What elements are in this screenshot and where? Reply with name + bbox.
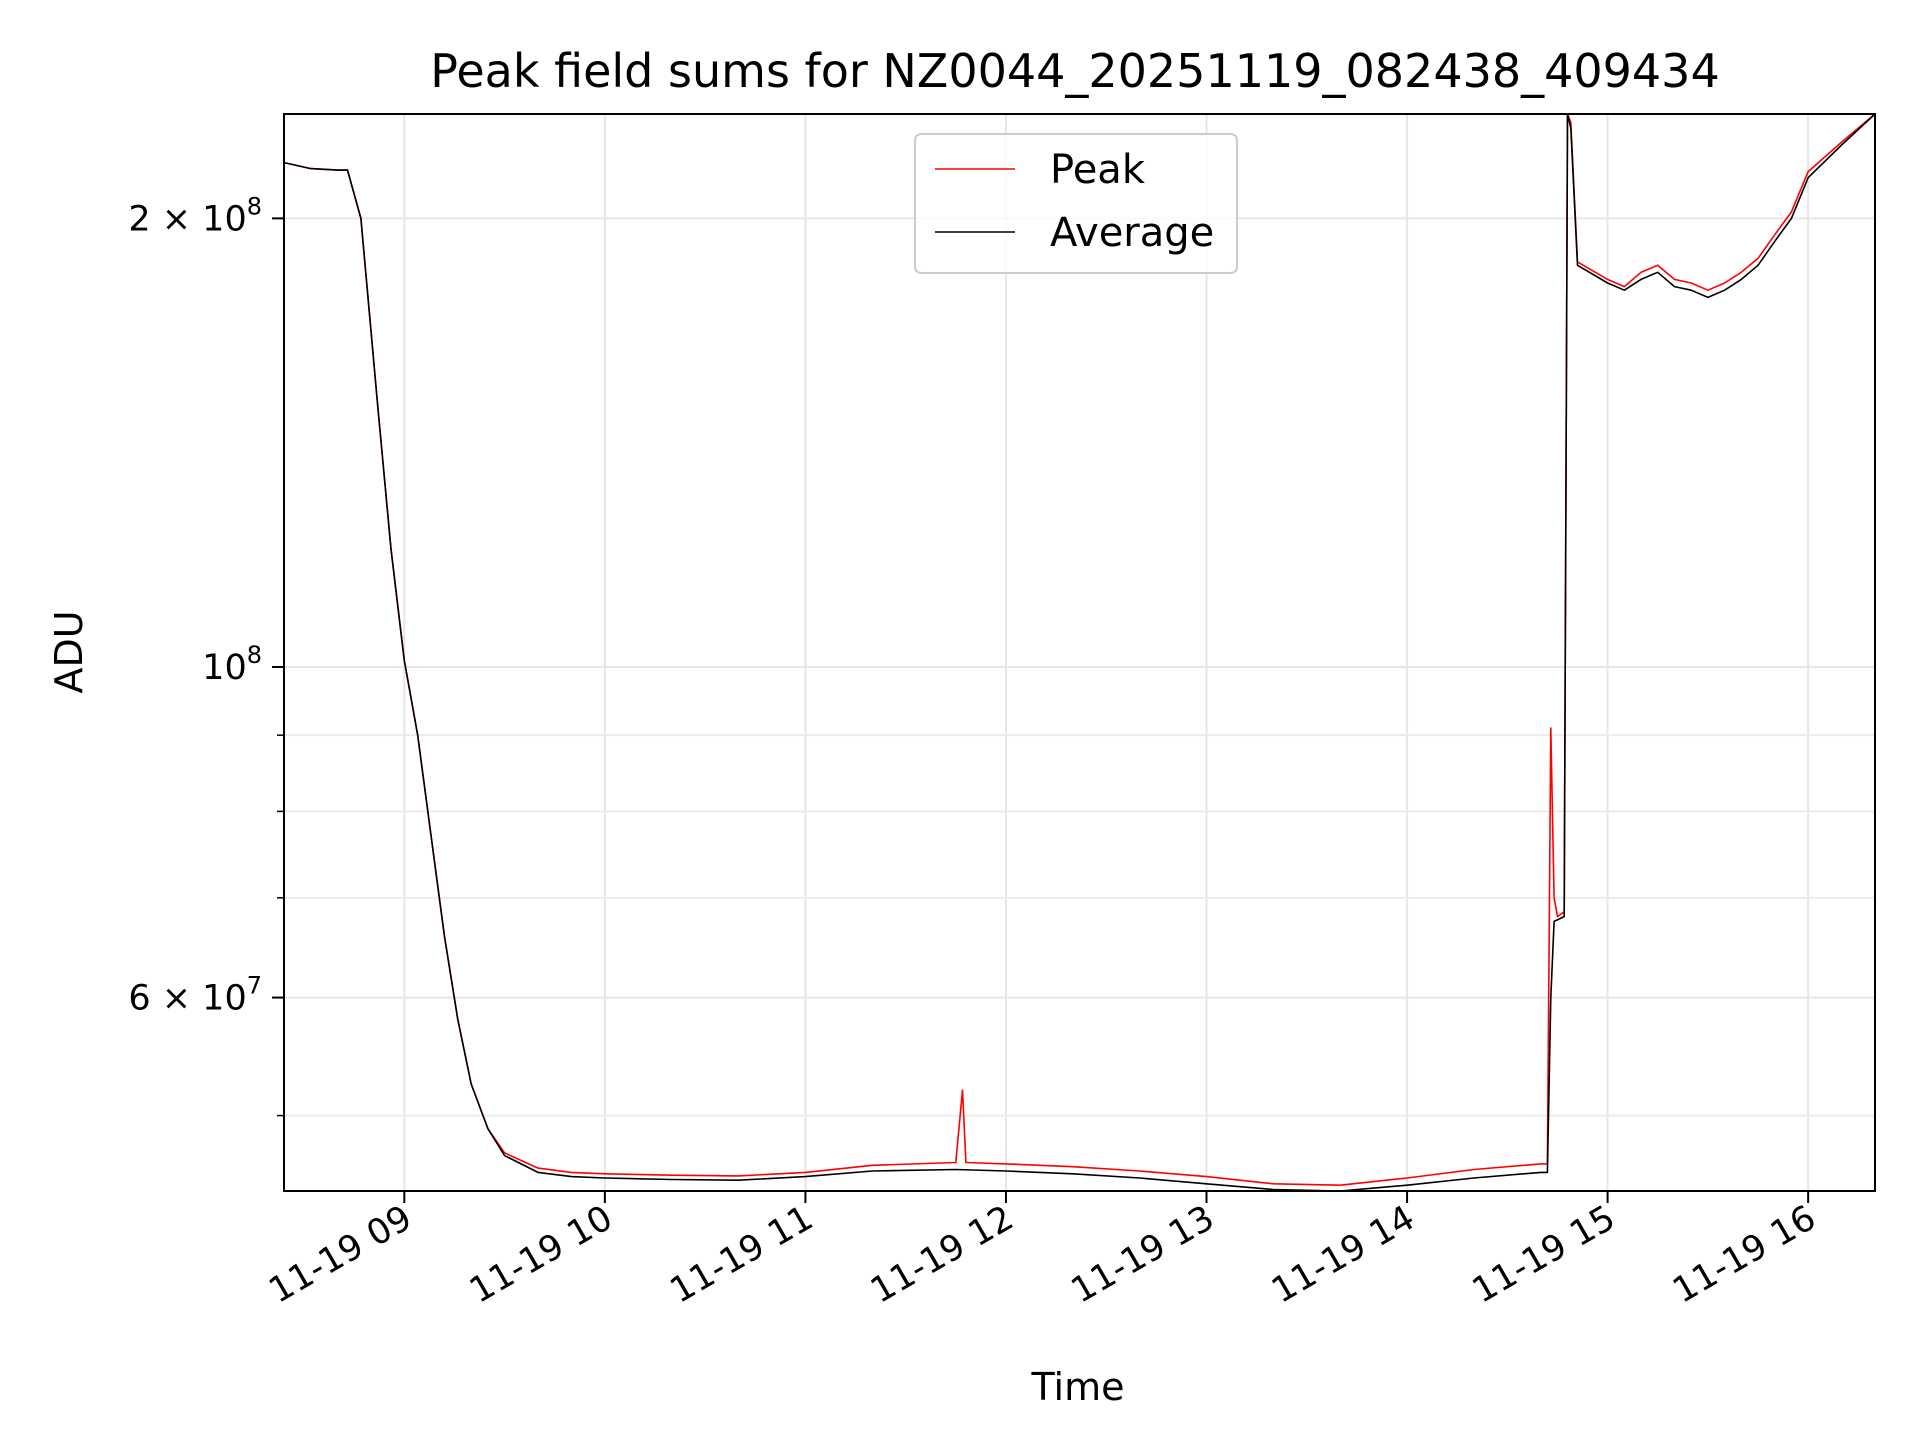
series-line-average: [284, 114, 1875, 1191]
legend-label-peak: Peak: [1050, 147, 1146, 193]
plot-frame: [283, 113, 1876, 1192]
legend: Peak Average: [914, 133, 1238, 274]
y-tick-label: 108: [202, 641, 262, 688]
series-layer: [284, 114, 1875, 1191]
x-axis-label: Time: [1031, 1365, 1125, 1409]
y-axis-label: ADU: [47, 610, 91, 693]
y-tick-label: 2 × 108: [128, 192, 262, 239]
y-tick-label: 6 × 107: [128, 972, 262, 1019]
chart-title: Peak field sums for NZ0044_20251119_0824…: [430, 44, 1719, 98]
legend-label-average: Average: [1050, 210, 1214, 256]
